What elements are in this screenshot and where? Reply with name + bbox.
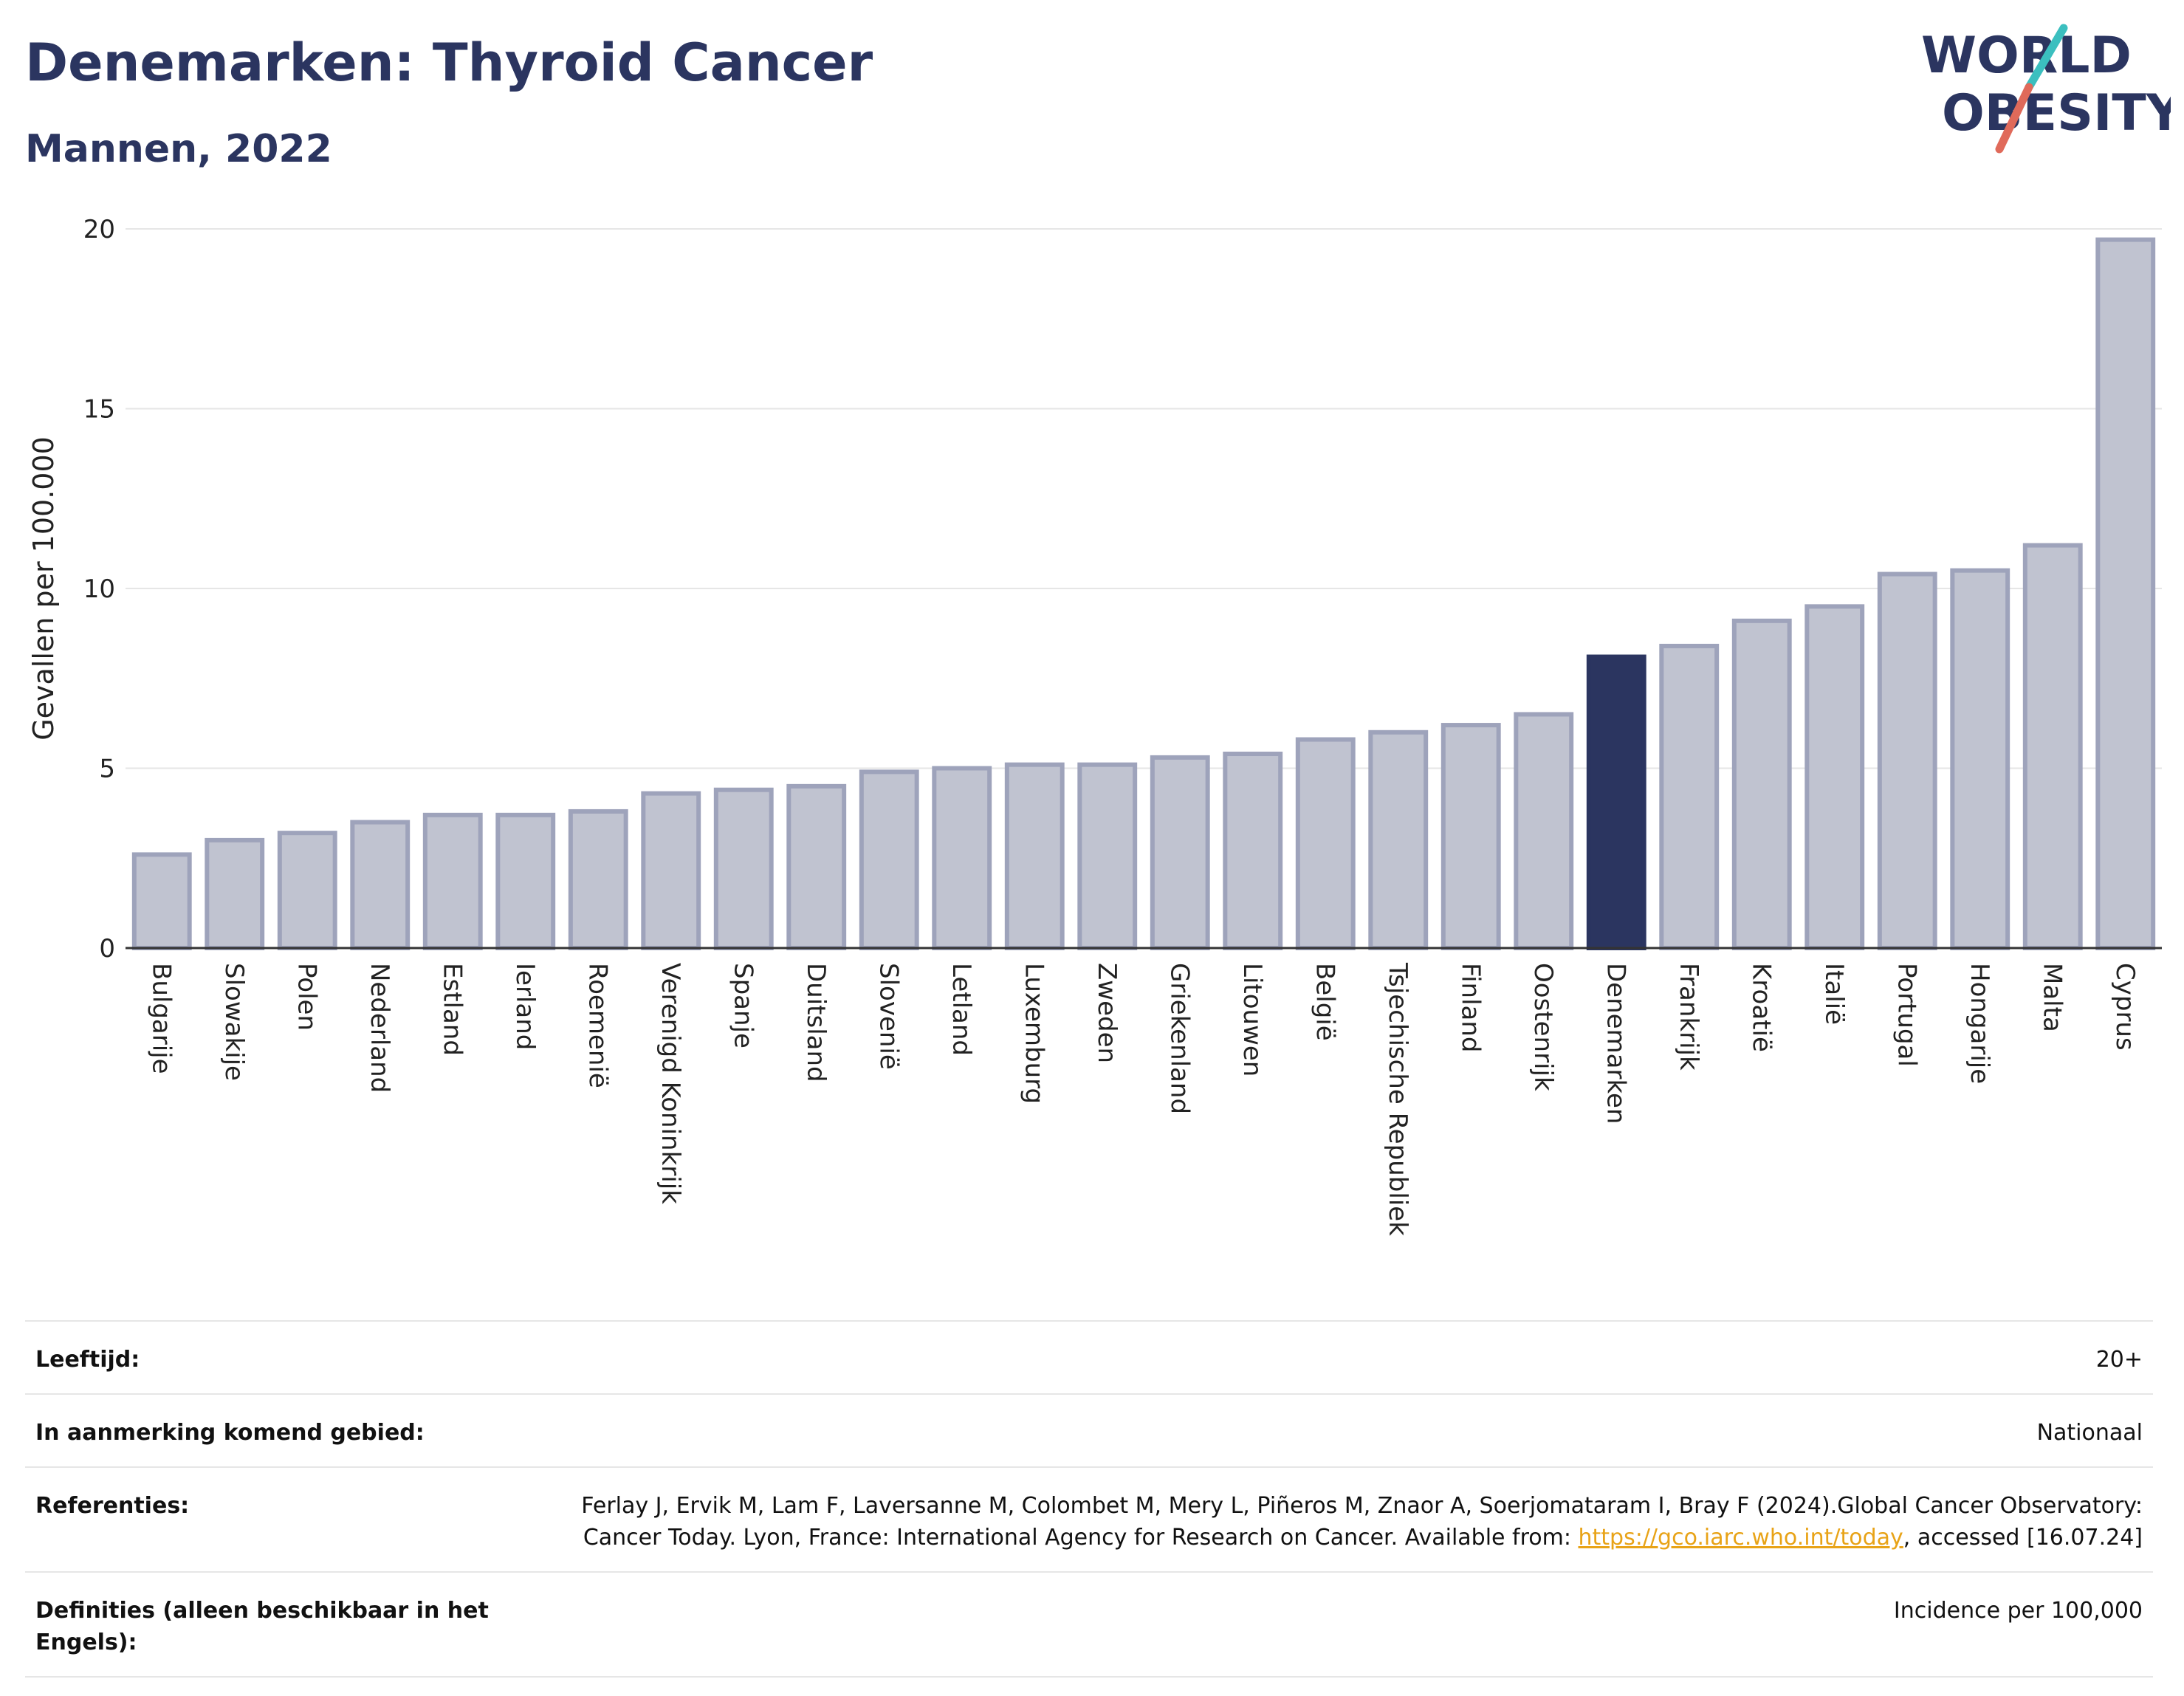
bar-griekenland bbox=[1150, 755, 1210, 950]
world-obesity-logo: WORLD OBESITY bbox=[1921, 24, 2171, 154]
y-axis-ticks: 0 5 10 15 20 bbox=[83, 215, 115, 964]
bar-tsjechische-republiek bbox=[1368, 729, 1429, 950]
meta-row-references: Referenties: Ferlay J, Ervik M, Lam F, L… bbox=[25, 1466, 2153, 1571]
bar-cyprus bbox=[2095, 237, 2156, 951]
bar-italië bbox=[1804, 604, 1865, 950]
y-tick-label: 5 bbox=[99, 755, 115, 784]
bar-roemenië bbox=[568, 808, 628, 950]
bar-finland bbox=[1440, 723, 1501, 950]
bar-duitsland bbox=[786, 783, 847, 950]
x-tick-label: Verenigd Koninkrijk bbox=[656, 963, 685, 1204]
bar-belgië bbox=[1295, 737, 1356, 950]
logo-line1: WORLD bbox=[1921, 27, 2132, 85]
y-tick-label: 0 bbox=[99, 934, 115, 964]
x-tick-label: Tsjechische Republiek bbox=[1383, 962, 1412, 1236]
bar-nederland bbox=[350, 820, 411, 950]
definitions-value: Incidence per 100,000 bbox=[1893, 1598, 2143, 1624]
area-label: In aanmerking komend gebied: bbox=[35, 1420, 425, 1446]
x-tick-label: Zweden bbox=[1092, 963, 1122, 1063]
bar-polen bbox=[277, 831, 337, 950]
x-tick-label: Hongarije bbox=[1965, 963, 1994, 1084]
bar-denemarken bbox=[1586, 654, 1646, 951]
x-tick-label: Cyprus bbox=[2110, 963, 2140, 1051]
logo-slash-coral bbox=[1995, 83, 2033, 154]
bar-chart: 0 5 10 15 20 Bulgarije Slowakije Polen Nederlan… bbox=[27, 215, 2162, 1236]
x-tick-label: Duitsland bbox=[801, 963, 831, 1082]
definitions-label: Definities (alleen beschikbaar in het En… bbox=[35, 1598, 489, 1655]
x-tick-label: Polen bbox=[292, 963, 321, 1031]
y-tick-label: 15 bbox=[83, 395, 115, 425]
page-subtitle: Mannen, 2022 bbox=[25, 127, 332, 171]
bar-frankrijk bbox=[1659, 643, 1720, 950]
x-tick-label: Estland bbox=[437, 963, 467, 1056]
x-tick-label: Letland bbox=[947, 963, 976, 1056]
x-tick-label: Portugal bbox=[1892, 963, 1921, 1067]
bar-zweden bbox=[1077, 762, 1138, 950]
x-tick-label: Luxemburg bbox=[1019, 963, 1048, 1104]
meta-row-area: In aanmerking komend gebied: Nationaal bbox=[25, 1393, 2153, 1466]
x-tick-label: Griekenland bbox=[1164, 963, 1194, 1114]
bar-bulgarije bbox=[131, 852, 192, 951]
x-tick-label: Oostenrijk bbox=[1528, 963, 1558, 1091]
bar-letland bbox=[932, 766, 992, 950]
grid-lines bbox=[126, 228, 2162, 769]
references-value: Ferlay J, Ervik M, Lam F, Laversanne M, … bbox=[555, 1490, 2143, 1553]
x-tick-label: Ierland bbox=[510, 963, 540, 1050]
logo-slash-teal bbox=[2025, 24, 2068, 92]
bar-kroatië bbox=[1731, 618, 1792, 951]
age-label: Leeftijd: bbox=[35, 1347, 140, 1373]
bar-ierland bbox=[495, 812, 556, 950]
references-label: Referenties: bbox=[35, 1493, 190, 1519]
metadata-table: Leeftijd: 20+ In aanmerking komend gebie… bbox=[25, 1320, 2153, 1678]
x-tick-label: Bulgarije bbox=[146, 963, 176, 1074]
bar-slowakije bbox=[205, 837, 265, 951]
x-tick-label: Denemarken bbox=[1601, 963, 1630, 1124]
x-tick-label: Italië bbox=[1819, 963, 1849, 1025]
x-tick-label: Slovenië bbox=[873, 963, 903, 1070]
x-tick-label: Roemenië bbox=[583, 963, 612, 1088]
y-tick-label: 20 bbox=[83, 215, 115, 244]
meta-row-definitions: Definities (alleen beschikbaar in het En… bbox=[25, 1571, 2153, 1678]
references-text: Ferlay J, Ervik M, Lam F, Laversanne M, … bbox=[581, 1493, 2143, 1551]
age-value: 20+ bbox=[2095, 1347, 2143, 1373]
bar-oostenrijk bbox=[1514, 712, 1574, 950]
area-value: Nationaal bbox=[2036, 1420, 2143, 1446]
x-tick-label: België bbox=[1310, 963, 1339, 1041]
x-axis-ticks: Bulgarije Slowakije Polen Nederland Estland I… bbox=[146, 962, 2140, 1236]
x-tick-label: Malta bbox=[2037, 963, 2067, 1032]
references-link[interactable]: https://gco.iarc.who.int/today bbox=[1578, 1525, 1903, 1551]
bar-spanje bbox=[713, 787, 774, 950]
x-tick-label: Nederland bbox=[365, 963, 394, 1093]
x-tick-label: Finland bbox=[1455, 963, 1485, 1053]
bar-luxemburg bbox=[1004, 762, 1065, 950]
x-tick-label: Frankrijk bbox=[1674, 963, 1703, 1071]
y-axis-label: Gevallen per 100.000 bbox=[27, 436, 60, 741]
bar-hongarije bbox=[1950, 568, 2010, 951]
references-suffix: , accessed [16.07.24] bbox=[1903, 1525, 2143, 1551]
y-tick-label: 10 bbox=[83, 574, 115, 604]
bar-estland bbox=[422, 812, 483, 950]
x-tick-label: Litouwen bbox=[1237, 963, 1267, 1077]
logo-line2: OBESITY bbox=[1942, 84, 2171, 143]
page-title: Denemarken: Thyroid Cancer bbox=[25, 32, 873, 93]
bar-litouwen bbox=[1223, 752, 1283, 951]
bars bbox=[131, 237, 2156, 951]
bar-slovenië bbox=[859, 769, 919, 950]
bar-portugal bbox=[1877, 571, 1937, 951]
bar-malta bbox=[2022, 543, 2083, 950]
x-tick-label: Slowakije bbox=[219, 963, 249, 1081]
bar-verenigd-koninkrijk bbox=[641, 791, 701, 951]
meta-row-age: Leeftijd: 20+ bbox=[25, 1320, 2153, 1393]
x-tick-label: Kroatië bbox=[1746, 963, 1776, 1052]
x-tick-label: Spanje bbox=[728, 963, 758, 1048]
